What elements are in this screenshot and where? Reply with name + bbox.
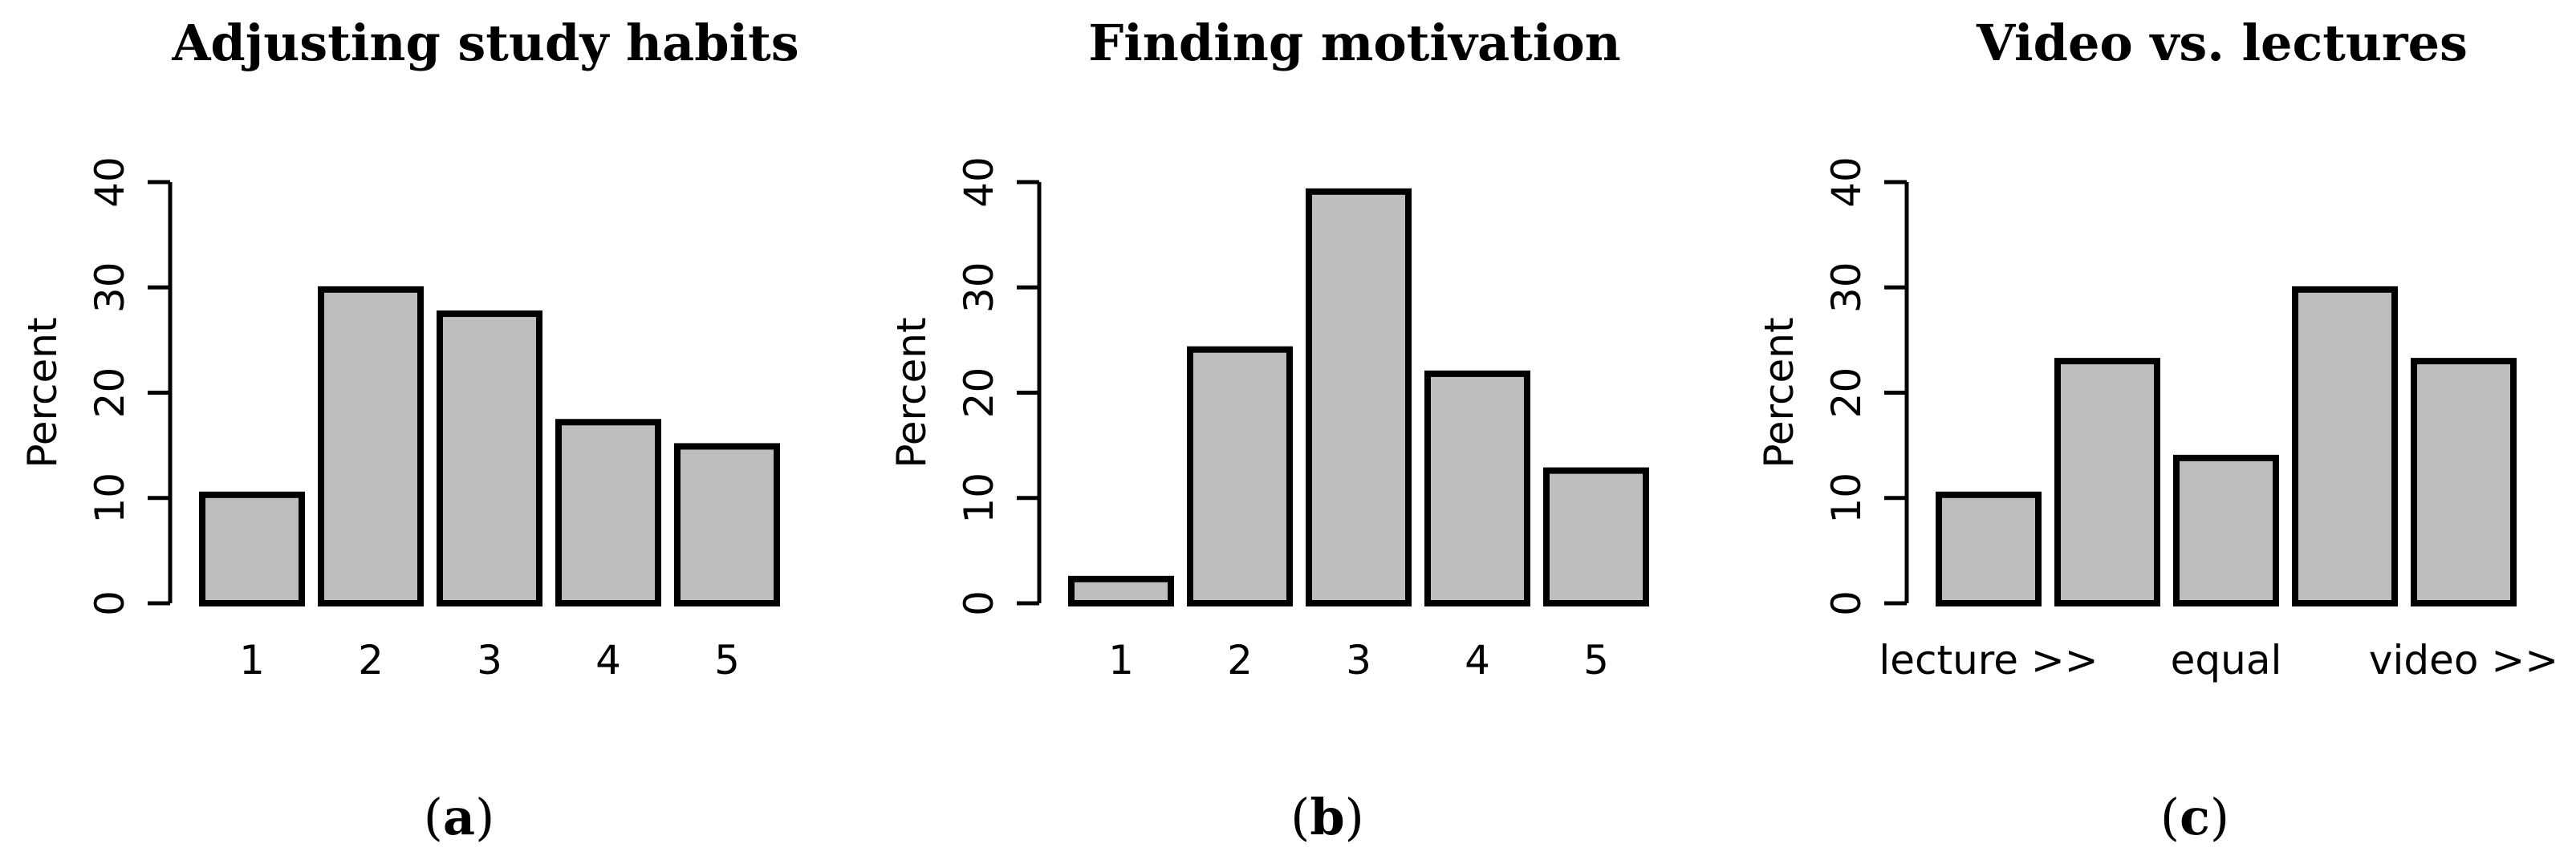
bar [1306, 188, 1412, 606]
y-tick-label: 0 [1823, 590, 1870, 616]
y-tick-label: 10 [956, 473, 1002, 524]
y-tick-label: 30 [1823, 262, 1870, 313]
x-tick-label: equal [2171, 637, 2282, 683]
y-axis-label: Percent [888, 317, 935, 468]
y-tick-label: 0 [956, 590, 1002, 616]
bar [555, 419, 661, 606]
y-tick-label: 20 [956, 367, 1002, 419]
y-tick-label: 30 [956, 262, 1002, 313]
panel-label: (c) [2160, 788, 2229, 846]
bar [2173, 454, 2279, 606]
y-tick-label: 20 [87, 367, 133, 419]
chart-title: Finding motivation [1088, 14, 1621, 72]
bar [1068, 575, 1174, 606]
y-tick-label: 30 [87, 262, 133, 313]
chart-title: Adjusting study habits [171, 14, 798, 72]
y-tick-label: 20 [1823, 367, 1870, 419]
bar [199, 491, 305, 606]
bar [437, 310, 542, 606]
bar [318, 286, 424, 606]
panel-a: Adjusting study habits 0 10 20 30 40 Percent 1 2… [19, 14, 799, 846]
x-tick-label: 4 [1465, 637, 1490, 683]
bar [1187, 346, 1293, 606]
y-tick-label: 40 [956, 156, 1002, 208]
y-tick-label: 0 [87, 590, 133, 616]
x-tick-label: 1 [239, 637, 265, 683]
panel-c: Video vs. lectures 0 10 20 30 40 Percent lectur… [1756, 14, 2558, 846]
x-tick-label: 1 [1108, 637, 1134, 683]
y-tick-label: 10 [87, 473, 133, 524]
y-tick-label: 40 [87, 156, 133, 208]
x-tick-label: 4 [595, 637, 621, 683]
y-axis-label: Percent [1756, 317, 1802, 468]
panel-label: (b) [1290, 788, 1364, 846]
x-tick-label: 3 [477, 637, 502, 683]
bar [674, 443, 780, 606]
bar [2292, 286, 2398, 606]
x-tick-label: video >> [2369, 637, 2558, 683]
x-tick-label: 2 [358, 637, 384, 683]
x-tick-label: 5 [1583, 637, 1609, 683]
bar [2411, 358, 2517, 606]
x-tick-label: 3 [1346, 637, 1371, 683]
panel-b: Finding motivation 0 10 20 30 40 Percent 1 2 3 4 5 (… [888, 14, 1649, 846]
panel-label: (a) [424, 788, 495, 846]
bar [1936, 491, 2042, 606]
chart-title: Video vs. lectures [1976, 14, 2468, 72]
x-tick-label: 2 [1227, 637, 1253, 683]
y-tick-label: 40 [1823, 156, 1870, 208]
x-tick-label: 5 [714, 637, 740, 683]
bar [2054, 358, 2160, 606]
x-tick-label: lecture >> [1879, 637, 2098, 683]
y-tick-label: 10 [1823, 473, 1870, 524]
bar [1424, 370, 1530, 606]
y-axis-label: Percent [19, 317, 66, 468]
bar [1543, 467, 1649, 606]
